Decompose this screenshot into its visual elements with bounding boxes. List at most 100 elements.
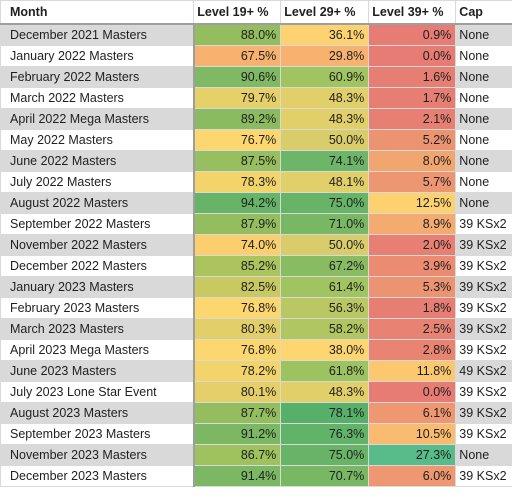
cell-level29[interactable]: 70.7% — [280, 465, 370, 487]
cell-level39[interactable]: 1.8% — [368, 297, 457, 319]
cell-level19[interactable]: 78.2% — [193, 360, 282, 382]
cell-level19[interactable]: 91.2% — [193, 423, 282, 445]
cell-level19[interactable]: 87.5% — [193, 150, 282, 172]
cell-level19[interactable]: 79.7% — [193, 87, 282, 109]
cell-month[interactable]: December 2023 Masters — [0, 465, 195, 487]
cell-month[interactable]: September 2022 Masters — [0, 213, 195, 235]
cell-level29[interactable]: 74.1% — [280, 150, 370, 172]
cell-month[interactable]: June 2023 Masters — [0, 360, 195, 382]
cell-cap[interactable]: 39 KSx2 — [455, 423, 512, 445]
cell-level19[interactable]: 88.0% — [193, 23, 282, 46]
cell-level29[interactable]: 58.2% — [280, 318, 370, 340]
cell-level19[interactable]: 91.4% — [193, 465, 282, 487]
cell-level29[interactable]: 78.1% — [280, 402, 370, 424]
cell-level19[interactable]: 76.7% — [193, 129, 282, 151]
cell-cap[interactable]: None — [455, 129, 512, 151]
cell-level39[interactable]: 5.7% — [368, 171, 457, 193]
cell-month[interactable]: March 2022 Masters — [0, 87, 195, 109]
cell-level39[interactable]: 0.0% — [368, 45, 457, 67]
column-header-month[interactable]: Month — [0, 0, 195, 25]
cell-cap[interactable]: 39 KSx2 — [455, 402, 512, 424]
cell-cap[interactable]: 39 KSx2 — [455, 213, 512, 235]
cell-level39[interactable]: 2.0% — [368, 234, 457, 256]
cell-level19[interactable]: 87.9% — [193, 213, 282, 235]
cell-level29[interactable]: 50.0% — [280, 129, 370, 151]
cell-level29[interactable]: 61.4% — [280, 276, 370, 298]
cell-month[interactable]: December 2021 Masters — [0, 23, 195, 46]
cell-level39[interactable]: 2.1% — [368, 108, 457, 130]
cell-cap[interactable]: 39 KSx2 — [455, 297, 512, 319]
cell-level19[interactable]: 90.6% — [193, 66, 282, 88]
cell-month[interactable]: September 2023 Masters — [0, 423, 195, 445]
cell-level19[interactable]: 86.7% — [193, 444, 282, 466]
cell-level29[interactable]: 48.3% — [280, 108, 370, 130]
cell-level19[interactable]: 78.3% — [193, 171, 282, 193]
cell-level39[interactable]: 5.2% — [368, 129, 457, 151]
cell-month[interactable]: February 2023 Masters — [0, 297, 195, 319]
cell-cap[interactable]: 39 KSx2 — [455, 318, 512, 340]
cell-month[interactable]: February 2022 Masters — [0, 66, 195, 88]
cell-level39[interactable]: 10.5% — [368, 423, 457, 445]
cell-level19[interactable]: 74.0% — [193, 234, 282, 256]
cell-level39[interactable]: 3.9% — [368, 255, 457, 277]
cell-month[interactable]: November 2022 Masters — [0, 234, 195, 256]
cell-cap[interactable]: None — [455, 23, 512, 46]
cell-month[interactable]: July 2023 Lone Star Event — [0, 381, 195, 403]
column-header-level39[interactable]: Level 39+ % — [368, 0, 457, 25]
cell-level39[interactable]: 1.7% — [368, 87, 457, 109]
cell-level29[interactable]: 75.0% — [280, 192, 370, 214]
cell-level29[interactable]: 71.0% — [280, 213, 370, 235]
cell-level29[interactable]: 75.0% — [280, 444, 370, 466]
cell-cap[interactable]: 39 KSx2 — [455, 255, 512, 277]
cell-level39[interactable]: 1.6% — [368, 66, 457, 88]
cell-level29[interactable]: 50.0% — [280, 234, 370, 256]
cell-level29[interactable]: 36.1% — [280, 23, 370, 46]
cell-cap[interactable]: 39 KSx2 — [455, 234, 512, 256]
cell-month[interactable]: April 2023 Mega Masters — [0, 339, 195, 361]
cell-level39[interactable]: 0.0% — [368, 381, 457, 403]
cell-month[interactable]: January 2023 Masters — [0, 276, 195, 298]
cell-level19[interactable]: 85.2% — [193, 255, 282, 277]
cell-month[interactable]: May 2022 Masters — [0, 129, 195, 151]
cell-month[interactable]: June 2022 Masters — [0, 150, 195, 172]
cell-level39[interactable]: 6.1% — [368, 402, 457, 424]
cell-cap[interactable]: None — [455, 108, 512, 130]
cell-cap[interactable]: None — [455, 87, 512, 109]
cell-month[interactable]: March 2023 Masters — [0, 318, 195, 340]
cell-month[interactable]: December 2022 Masters — [0, 255, 195, 277]
cell-level29[interactable]: 56.3% — [280, 297, 370, 319]
cell-level39[interactable]: 2.5% — [368, 318, 457, 340]
cell-cap[interactable]: 39 KSx2 — [455, 276, 512, 298]
cell-level19[interactable]: 76.8% — [193, 297, 282, 319]
cell-cap[interactable]: None — [455, 45, 512, 67]
cell-level39[interactable]: 8.9% — [368, 213, 457, 235]
cell-level29[interactable]: 29.8% — [280, 45, 370, 67]
cell-month[interactable]: July 2022 Masters — [0, 171, 195, 193]
cell-level39[interactable]: 6.0% — [368, 465, 457, 487]
cell-level39[interactable]: 5.3% — [368, 276, 457, 298]
column-header-level19[interactable]: Level 19+ % — [193, 0, 282, 25]
cell-month[interactable]: January 2022 Masters — [0, 45, 195, 67]
cell-level29[interactable]: 48.1% — [280, 171, 370, 193]
cell-cap[interactable]: 39 KSx2 — [455, 381, 512, 403]
cell-level29[interactable]: 48.3% — [280, 87, 370, 109]
cell-month[interactable]: August 2023 Masters — [0, 402, 195, 424]
column-header-level29[interactable]: Level 29+ % — [280, 0, 370, 25]
cell-level19[interactable]: 94.2% — [193, 192, 282, 214]
cell-level39[interactable]: 2.8% — [368, 339, 457, 361]
cell-month[interactable]: August 2022 Masters — [0, 192, 195, 214]
column-header-cap[interactable]: Cap — [455, 0, 512, 25]
cell-level19[interactable]: 67.5% — [193, 45, 282, 67]
cell-level39[interactable]: 0.9% — [368, 23, 457, 46]
cell-month[interactable]: April 2022 Mega Masters — [0, 108, 195, 130]
cell-level19[interactable]: 87.7% — [193, 402, 282, 424]
cell-cap[interactable]: 39 KSx2 — [455, 465, 512, 487]
cell-level19[interactable]: 82.5% — [193, 276, 282, 298]
cell-cap[interactable]: None — [455, 150, 512, 172]
cell-level19[interactable]: 80.3% — [193, 318, 282, 340]
cell-cap[interactable]: 39 KSx2 — [455, 339, 512, 361]
cell-level39[interactable]: 8.0% — [368, 150, 457, 172]
cell-level39[interactable]: 12.5% — [368, 192, 457, 214]
cell-level19[interactable]: 76.8% — [193, 339, 282, 361]
cell-month[interactable]: November 2023 Masters — [0, 444, 195, 466]
